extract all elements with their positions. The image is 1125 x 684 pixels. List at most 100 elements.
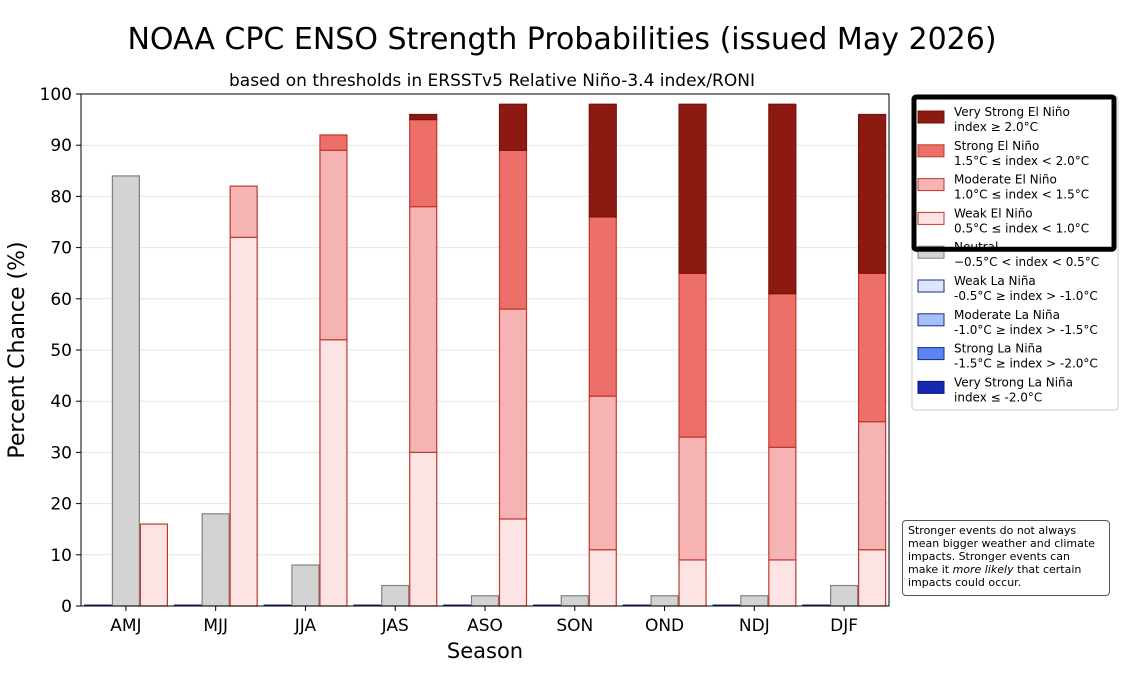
y-tick-label: 60 [50, 290, 72, 310]
legend-swatch [917, 144, 945, 158]
bar-segment-el-nino [678, 272, 707, 438]
legend-swatch [917, 110, 945, 124]
x-tick-label: NDJ [739, 616, 770, 636]
bar-neutral [650, 595, 679, 607]
bar-segment-el-nino [678, 436, 707, 561]
bar-segment-el-nino [858, 272, 887, 423]
bar-neutral [560, 595, 589, 607]
bar-neutral [201, 513, 230, 607]
legend-label: Very Strong La Niña [954, 375, 1073, 389]
bar-segment-el-nino [588, 216, 617, 397]
bar-segment-el-nino [588, 395, 617, 551]
bar-segment-el-nino [858, 421, 887, 551]
bar-segment-el-nino [498, 103, 528, 151]
bar-segment-el-nino [498, 518, 528, 607]
y-tick-label: 70 [50, 239, 72, 259]
bar-segment-el-nino [768, 103, 797, 295]
legend-swatch [917, 380, 945, 394]
legend-range: -1.5°C ≥ index > -2.0°C [954, 357, 1098, 371]
note-line: impacts. Stronger events can [908, 550, 1070, 563]
legend-range: 1.0°C ≤ index < 1.5°C [954, 188, 1089, 202]
legend-label: Very Strong El Niño [954, 105, 1070, 119]
bar-segment-el-nino [678, 103, 707, 274]
y-tick-label: 40 [50, 392, 72, 412]
bar-neutral [740, 595, 769, 607]
bar-segment-el-nino [858, 113, 887, 274]
note-line: impacts could occur. [908, 576, 1022, 589]
legend-label: Weak El Niño [954, 206, 1033, 220]
bar-neutral [470, 595, 500, 607]
y-tick-label: 90 [50, 136, 72, 156]
bar-neutral [291, 564, 320, 607]
legend-range: index ≥ 2.0°C [954, 120, 1038, 134]
legend-range: index ≤ -2.0°C [954, 390, 1042, 404]
legend-swatch [917, 347, 945, 361]
y-tick-label: 20 [50, 495, 72, 515]
note-line: make it more likely that certain [908, 563, 1104, 576]
bar-neutral [111, 175, 140, 607]
bar-segment-el-nino [588, 103, 617, 218]
legend-swatch [917, 279, 945, 293]
y-tick-label: 80 [50, 187, 72, 207]
legend-label: Moderate La Niña [954, 308, 1060, 322]
bar-segment-el-nino [409, 451, 438, 607]
bar-segment-el-nino [229, 236, 258, 607]
x-tick-label: MJJ [203, 616, 228, 636]
legend-swatch [917, 211, 945, 225]
legend-highlight-box [911, 94, 1117, 252]
x-tick-label: ASO [467, 616, 503, 636]
x-tick-label: AMJ [110, 616, 141, 636]
legend-label: Moderate El Niño [954, 173, 1057, 187]
bar-neutral [830, 584, 859, 607]
bar-segment-el-nino [409, 118, 438, 208]
y-tick-label: 100 [40, 85, 72, 105]
x-tick-label: JAS [381, 616, 409, 636]
chart-title: NOAA CPC ENSO Strength Probabilities (is… [127, 22, 996, 57]
y-tick-label: 0 [61, 597, 72, 617]
bar-segment-el-nino [768, 293, 797, 448]
legend-label: Weak La Niña [954, 274, 1036, 288]
y-tick-label: 10 [50, 546, 72, 566]
x-tick-label: SON [556, 616, 593, 636]
y-tick-label: 50 [50, 341, 72, 361]
bar-segment-el-nino [858, 549, 887, 607]
x-tick-label: JJA [294, 616, 317, 636]
legend-swatch [917, 313, 945, 327]
bar-segment-el-nino [139, 523, 168, 607]
bar-segment-el-nino [768, 446, 797, 561]
plot-frame [80, 93, 890, 607]
bar-segment-el-nino [678, 559, 707, 607]
bar-segment-el-nino [319, 149, 348, 341]
legend-label: Strong La Niña [954, 342, 1043, 356]
legend-range: 0.5°C ≤ index < 1.0°C [954, 221, 1089, 235]
bar-segment-el-nino [768, 559, 797, 607]
note-text: make it [908, 563, 953, 576]
legend-range: 1.5°C ≤ index < 2.0°C [954, 154, 1089, 168]
bar-segment-el-nino [229, 185, 258, 238]
legend-range: -0.5°C ≥ index > -1.0°C [954, 289, 1098, 303]
chart-subtitle: based on thresholds in ERSSTv5 Relative … [229, 71, 755, 91]
bar-segment-el-nino [319, 134, 348, 151]
x-tick-label: DJF [830, 616, 858, 636]
x-axis-label: Season [447, 639, 523, 663]
note-emphasis: more likely [952, 563, 1014, 576]
legend-range: -1.0°C ≥ index > -1.5°C [954, 323, 1098, 337]
note-line: Stronger events do not always [908, 524, 1077, 537]
bar-segment-el-nino [498, 149, 528, 310]
bar-segment-el-nino [319, 339, 348, 607]
bar-neutral [381, 584, 410, 607]
note-box: Stronger events do not always mean bigge… [902, 520, 1110, 596]
bars [84, 103, 887, 607]
legend-label: Strong El Niño [954, 139, 1039, 153]
x-tick-label: OND [645, 616, 684, 636]
note-text: that certain [1013, 563, 1082, 576]
y-axis-label: Percent Chance (%) [5, 241, 30, 458]
axes: 0 10 20 30 40 50 60 70 80 90 100 AMJ MJJ JJA JAS ASO SON… [40, 85, 890, 636]
legend-swatch [917, 178, 945, 192]
bar-segment-el-nino [588, 549, 617, 607]
note-line: mean bigger weather and climate [908, 537, 1095, 550]
bar-segment-el-nino [409, 113, 438, 121]
bar-segment-el-nino [498, 308, 528, 520]
